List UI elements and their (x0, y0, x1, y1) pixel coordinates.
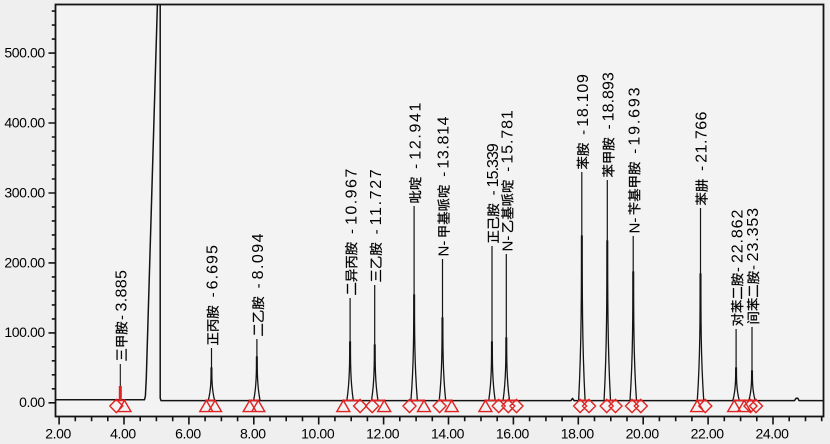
svg-text:-: - (205, 292, 222, 297)
svg-text:-: - (114, 315, 131, 320)
svg-text:12.00: 12.00 (366, 425, 400, 441)
svg-text:23.353: 23.353 (745, 207, 762, 261)
svg-text:22.00: 22.00 (691, 425, 725, 441)
svg-text:-: - (343, 229, 360, 234)
svg-text:-: - (601, 124, 618, 129)
svg-text:-: - (694, 166, 711, 171)
svg-text:0.00: 0.00 (19, 394, 45, 410)
svg-text:8.00: 8.00 (240, 425, 266, 441)
svg-text:-: - (745, 265, 762, 270)
svg-text:15.781: 15.781 (500, 109, 517, 163)
svg-text:-: - (250, 283, 267, 288)
svg-text:21.766: 21.766 (694, 111, 711, 163)
svg-text:-: - (500, 167, 517, 172)
svg-text:3.885: 3.885 (114, 270, 131, 312)
svg-text:-: - (729, 267, 746, 272)
svg-text:300.00: 300.00 (4, 184, 45, 200)
svg-text:-: - (407, 164, 424, 169)
svg-text:18.893: 18.893 (601, 72, 618, 121)
svg-text:18.00: 18.00 (561, 425, 595, 441)
svg-text:N-: N- (436, 241, 453, 257)
svg-text:-: - (436, 172, 453, 177)
svg-text:19.693: 19.693 (626, 86, 643, 146)
svg-text:8.094: 8.094 (250, 232, 267, 279)
svg-text:400.00: 400.00 (4, 114, 45, 130)
svg-text:-: - (626, 149, 643, 154)
svg-text:20.00: 20.00 (626, 425, 660, 441)
svg-text:14.00: 14.00 (431, 425, 465, 441)
svg-text:6.695: 6.695 (205, 244, 222, 289)
svg-text:200.00: 200.00 (4, 254, 45, 270)
svg-text:500.00: 500.00 (4, 45, 45, 61)
svg-text:2.00: 2.00 (45, 425, 71, 441)
svg-text:4.00: 4.00 (110, 425, 136, 441)
svg-text:N-: N- (626, 218, 643, 234)
svg-text:18.109: 18.109 (575, 73, 592, 126)
svg-text:N-: N- (500, 236, 517, 252)
svg-text:10.00: 10.00 (301, 425, 335, 441)
svg-text:22.862: 22.862 (729, 209, 746, 263)
svg-text:100.00: 100.00 (4, 324, 45, 340)
svg-text:15.339: 15.339 (485, 143, 502, 187)
svg-text:-: - (575, 130, 592, 135)
svg-text:11.727: 11.727 (368, 168, 385, 226)
svg-text:13.814: 13.814 (436, 116, 453, 169)
svg-text:12.941: 12.941 (407, 101, 424, 160)
svg-text:6.00: 6.00 (175, 425, 201, 441)
svg-text:-: - (485, 190, 502, 195)
svg-text:10.967: 10.967 (343, 167, 360, 225)
svg-text:-: - (368, 229, 385, 234)
svg-text:16.00: 16.00 (496, 425, 530, 441)
svg-text:24.00: 24.00 (755, 425, 789, 441)
